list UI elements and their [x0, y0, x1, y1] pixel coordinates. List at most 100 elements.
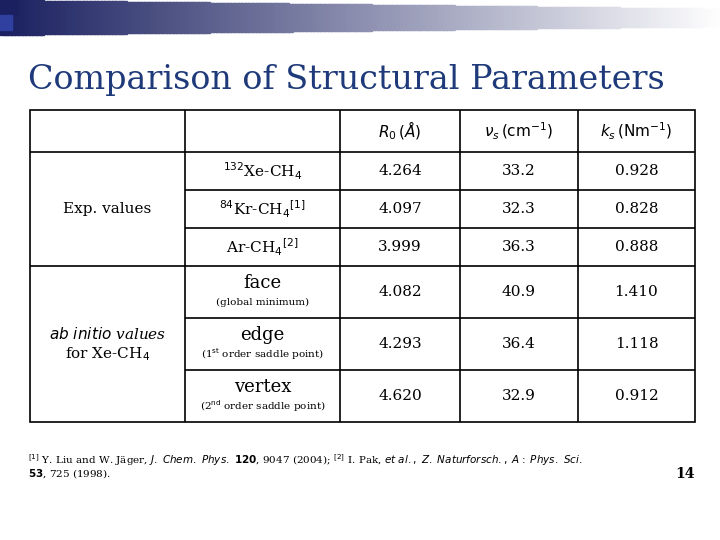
Bar [256, 3, 260, 32]
Bar [216, 3, 220, 32]
Text: 36.4: 36.4 [502, 337, 536, 351]
Bar [83, 1, 87, 34]
Bar [364, 4, 368, 31]
Bar [461, 5, 465, 29]
Bar [356, 4, 361, 31]
Bar [659, 8, 663, 27]
Bar [86, 1, 91, 34]
Bar [544, 6, 548, 29]
Bar [58, 1, 62, 35]
Bar [61, 1, 66, 34]
Bar [457, 5, 462, 30]
Text: 32.3: 32.3 [502, 202, 536, 216]
Text: (2$^{\rm nd}$ order saddle point): (2$^{\rm nd}$ order saddle point) [199, 398, 325, 414]
Bar [655, 8, 660, 27]
Bar [605, 8, 609, 28]
Bar [551, 6, 555, 28]
Bar [72, 1, 76, 34]
Bar [716, 9, 720, 26]
Bar [115, 2, 120, 33]
Bar [540, 6, 544, 29]
Bar [263, 3, 267, 32]
Bar [479, 6, 483, 29]
Bar [630, 8, 634, 28]
Bar [299, 4, 303, 31]
Bar [392, 5, 397, 30]
Bar [612, 8, 616, 28]
Bar [281, 3, 285, 31]
Bar [223, 3, 228, 32]
Bar [313, 4, 318, 31]
Bar [36, 1, 40, 35]
Bar [94, 1, 98, 34]
Bar [191, 2, 195, 33]
Bar [533, 6, 537, 29]
Bar [166, 2, 170, 33]
Bar [439, 5, 444, 30]
Bar [176, 2, 181, 33]
Bar [18, 0, 22, 35]
Bar [180, 2, 184, 33]
Bar [184, 2, 188, 33]
Bar [14, 0, 19, 35]
Bar [266, 3, 271, 32]
Bar [43, 1, 48, 35]
Bar [511, 6, 516, 29]
Bar [594, 7, 598, 28]
Bar [284, 3, 289, 31]
Bar [464, 5, 469, 29]
Text: $^{132}$Xe-CH$_4$: $^{132}$Xe-CH$_4$ [223, 160, 302, 181]
Bar [148, 2, 152, 33]
Bar [295, 4, 300, 31]
Bar [500, 6, 505, 29]
Bar [144, 2, 148, 33]
Bar [367, 4, 372, 31]
Bar [554, 6, 559, 28]
Bar [0, 15, 12, 30]
Bar [616, 8, 620, 28]
Bar [270, 3, 274, 32]
Bar [565, 7, 570, 28]
Bar [320, 4, 325, 31]
Bar [306, 4, 310, 31]
Text: 1.410: 1.410 [615, 285, 658, 299]
Bar [680, 8, 685, 27]
Bar [385, 5, 390, 30]
Bar [342, 4, 346, 31]
Bar [569, 7, 573, 28]
Bar [425, 5, 429, 30]
Bar [626, 8, 631, 28]
Text: $\mathbf{53}$, 725 (1998).: $\mathbf{53}$, 725 (1998). [28, 468, 111, 481]
Bar [54, 1, 58, 35]
Bar [209, 3, 213, 32]
Bar [122, 2, 127, 33]
Bar [126, 2, 130, 33]
Bar [677, 8, 681, 27]
Bar [713, 9, 717, 26]
Bar [382, 5, 386, 30]
Bar [493, 6, 498, 29]
Bar [238, 3, 242, 32]
Text: $R_0\,(\AA)$: $R_0\,(\AA)$ [379, 120, 422, 142]
Bar [205, 3, 210, 32]
Bar [0, 0, 4, 35]
Bar [198, 2, 202, 32]
Bar [414, 5, 418, 30]
Text: 0.912: 0.912 [615, 389, 658, 403]
Text: 4.264: 4.264 [378, 164, 422, 178]
Bar [97, 1, 102, 34]
Bar [637, 8, 642, 27]
Text: 0.888: 0.888 [615, 240, 658, 254]
Bar [410, 5, 415, 30]
Bar [450, 5, 454, 30]
Bar [328, 4, 332, 31]
Bar [346, 4, 350, 31]
Bar [112, 2, 116, 33]
Bar [504, 6, 508, 29]
Bar [108, 1, 112, 33]
Bar [472, 6, 476, 29]
Bar [684, 8, 688, 26]
Bar [133, 2, 138, 33]
Bar [400, 5, 404, 30]
Bar [508, 6, 512, 29]
